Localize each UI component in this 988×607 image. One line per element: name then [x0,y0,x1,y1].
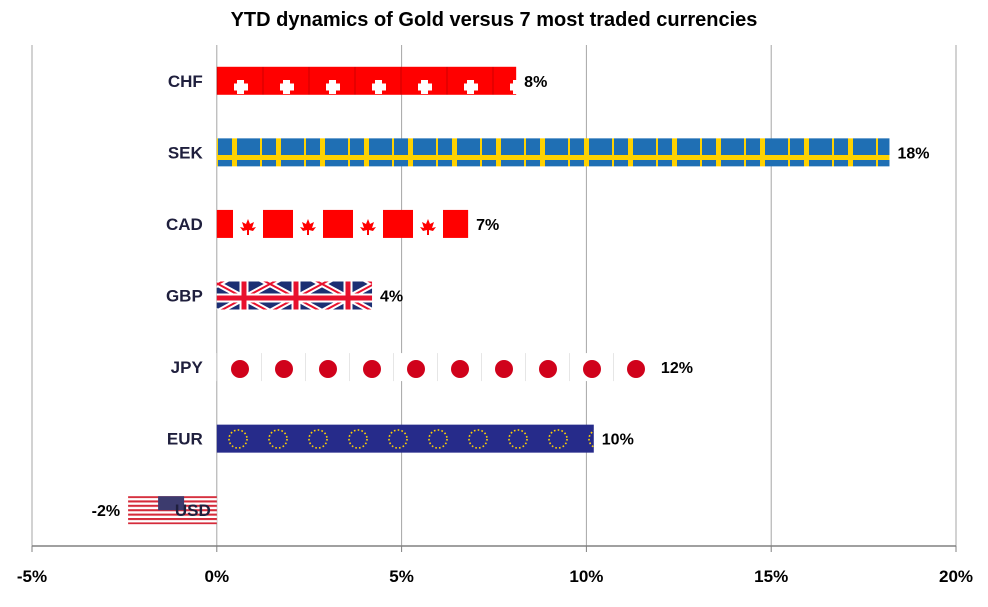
x-axis: -5% 0% 5% 10% 15% 20% [17,545,973,586]
category-label-jpy: JPY [171,358,204,377]
category-labels: CHF SEK CAD GBP JPY EUR USD [166,72,211,520]
category-label-chf: CHF [168,72,203,91]
data-label-sek: 18% [897,145,929,162]
bar-chf [216,66,517,95]
bar-usd-canton [158,496,185,511]
data-label-cad: 7% [476,217,499,234]
bar-jpy [216,353,653,382]
bar-sek [216,138,890,167]
x-tick-label-1: 0% [205,567,230,586]
bar-gbp [216,281,373,310]
category-label-gbp: GBP [166,287,203,306]
x-tick-label-3: 10% [569,567,603,586]
x-tick-label-5: 20% [939,567,973,586]
chart-title: YTD dynamics of Gold versus 7 most trade… [231,9,758,31]
x-tick-label-4: 15% [754,567,788,586]
data-label-usd: -2% [92,503,120,520]
data-label-chf: 8% [524,74,547,91]
bar-usd [128,496,217,525]
category-label-usd: USD [175,501,211,520]
category-label-eur: EUR [167,430,203,449]
category-label-cad: CAD [166,215,203,234]
category-label-sek: SEK [168,143,204,162]
bars [128,66,890,525]
data-labels: 8% 18% 7% 4% 12% 10% -2% [92,74,930,520]
x-tick-label-0: -5% [17,567,47,586]
gridlines [31,45,957,546]
data-label-eur: 10% [602,432,634,449]
bar-cad [216,209,469,238]
bar-eur [216,424,594,453]
data-label-gbp: 4% [380,289,403,306]
x-tick-label-2: 5% [389,567,414,586]
data-label-jpy: 12% [661,360,693,377]
